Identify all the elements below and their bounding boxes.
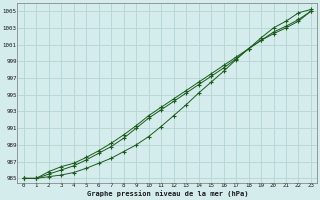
X-axis label: Graphe pression niveau de la mer (hPa): Graphe pression niveau de la mer (hPa) xyxy=(87,190,248,197)
